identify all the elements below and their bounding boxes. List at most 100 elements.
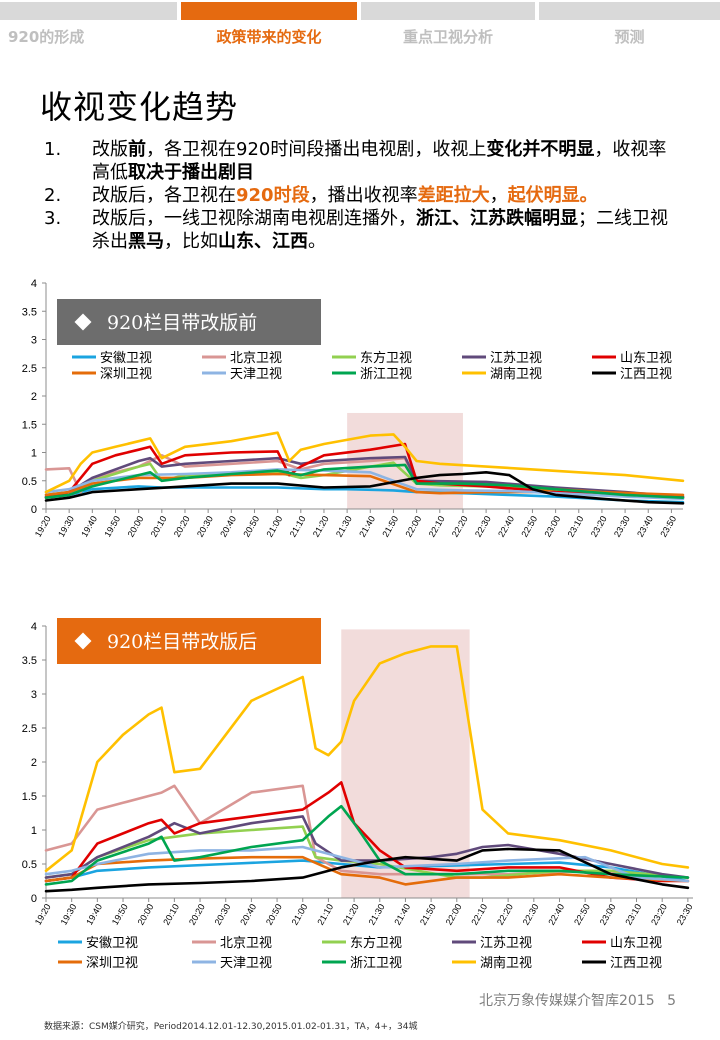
y-tick-label: 1 (31, 448, 37, 460)
x-tick-label: 19:30 (56, 514, 76, 539)
legend-label: 山东卫视 (620, 351, 672, 366)
y-tick-label: 3 (31, 335, 37, 347)
series-line (44, 471, 685, 505)
legend-label: 江西卫视 (620, 367, 672, 382)
key-point-text: 变化并不明显 (486, 139, 595, 160)
tab-label: 920的形成 (8, 28, 85, 46)
series-line (44, 815, 690, 879)
chart-title-box (57, 618, 321, 664)
y-tick-label: 4 (31, 621, 37, 633)
legend-label: 北京卫视 (230, 351, 282, 366)
key-point-text: 差距拉大 (417, 185, 490, 206)
key-point-number: 2. (44, 185, 62, 206)
x-tick-label: 20:10 (161, 902, 181, 927)
x-tick-label: 23:50 (658, 514, 678, 539)
series-line (44, 781, 690, 883)
x-tick-label: 23:40 (635, 514, 655, 539)
x-tick-label: 23:30 (675, 902, 695, 927)
chart-title: 920栏目带改版前 (107, 312, 257, 334)
x-tick-label: 20:00 (136, 902, 156, 927)
key-point-text: ，比如 (164, 231, 218, 252)
legend-label: 安徽卫视 (86, 936, 138, 951)
legend-label: 天津卫视 (230, 367, 282, 382)
tab-policy-changes[interactable]: 政策带来的变化 (181, 2, 357, 48)
key-points-list: 1. 改版前，各卫视在920时间段播出电视剧，收视上变化并不明显，收视率高低取决于… (44, 138, 684, 253)
y-tick-label: 2.5 (22, 723, 37, 735)
y-tick-label: 2 (31, 391, 37, 403)
legend-label: 湖南卫视 (490, 366, 542, 382)
legend-label: 江西卫视 (610, 956, 662, 971)
x-tick-label: 23:30 (612, 514, 632, 539)
key-point-text: 起伏明显。 (507, 185, 598, 206)
x-tick-label: 21:40 (392, 902, 412, 927)
tab-key-channel-analysis[interactable]: 重点卫视分析 (361, 2, 535, 48)
page-title: 收视变化趋势 (40, 88, 239, 126)
x-tick-label: 22:50 (572, 902, 592, 927)
x-tick-label: 21:30 (334, 514, 354, 539)
legend-label: 浙江卫视 (360, 367, 412, 382)
key-point-text: 浙江、江苏跌幅明显 (416, 208, 578, 229)
x-tick-label: 19:50 (110, 902, 130, 927)
tab-formation[interactable]: 920的形成 (0, 2, 177, 48)
series-line (44, 645, 690, 873)
key-point-text: ，收视率高低 (92, 139, 667, 183)
x-tick-label: 22:20 (450, 514, 470, 539)
x-tick-label: 20:00 (126, 514, 146, 539)
x-tick-label: 21:50 (380, 514, 400, 539)
key-point: 1. 改版前，各卫视在920时间段播出电视剧，收视上变化并不明显，收视率高低取决于… (44, 138, 684, 184)
legend-label: 江苏卫视 (490, 350, 542, 366)
x-tick-label: 21:30 (367, 902, 387, 927)
key-point-text: ；二线卫视杀出 (92, 208, 668, 252)
series-line (44, 804, 690, 886)
x-tick-label: 23:10 (566, 514, 586, 539)
y-tick-label: 4 (31, 278, 37, 290)
legend-label: 深圳卫视 (100, 367, 152, 382)
key-point-text: 改版 (92, 139, 128, 160)
key-point-text: 黑马 (128, 231, 164, 252)
x-tick-label: 21:50 (418, 902, 438, 927)
y-tick-label: 3.5 (22, 655, 37, 667)
chart-title: 920栏目带改版后 (107, 631, 257, 653)
x-tick-label: 21:20 (341, 902, 361, 927)
x-tick-label: 20:30 (213, 902, 233, 927)
x-tick-label: 23:00 (598, 902, 618, 927)
tab-label: 政策带来的变化 (216, 28, 322, 46)
tab-forecast[interactable]: 预测 (539, 2, 720, 48)
x-tick-label: 22:10 (469, 902, 489, 927)
legend-label: 天津卫视 (220, 956, 272, 971)
section-tab-bar: 920的形成 政策带来的变化 重点卫视分析 预测 (0, 0, 720, 50)
legend-label: 湖南卫视 (480, 955, 532, 971)
key-point-text: 。 (308, 231, 326, 252)
series-line (44, 859, 690, 883)
key-point-text: 山东、江西 (218, 231, 308, 252)
x-tick-label: 22:30 (473, 514, 493, 539)
x-tick-label: 23:10 (623, 902, 643, 927)
x-tick-label: 20:30 (195, 514, 215, 539)
x-tick-label: 23:00 (542, 514, 562, 539)
series-line (44, 485, 685, 504)
x-tick-label: 22:00 (444, 902, 464, 927)
series-line (44, 855, 690, 886)
key-point-text: ， (489, 185, 508, 206)
legend-label: 山东卫视 (610, 936, 662, 951)
x-tick-label: 20:20 (187, 902, 207, 927)
diamond-icon (74, 632, 92, 650)
y-tick-label: 0 (31, 893, 37, 905)
series-line (44, 431, 685, 494)
x-tick-label: 21:00 (290, 902, 310, 927)
x-tick-label: 22:00 (403, 514, 423, 539)
key-point-text: 前 (128, 139, 146, 160)
key-point: 3. 改版后，一线卫视除湖南电视剧连播外，浙江、江苏跌幅明显；二线卫视杀出黑马，比… (44, 207, 684, 253)
key-point-number: 3. (44, 208, 62, 229)
key-point-text: 改版后，一线卫视除湖南电视剧连播外， (92, 208, 416, 229)
highlight-band (341, 629, 470, 898)
tab-label: 预测 (614, 28, 645, 46)
x-tick-label: 19:50 (102, 514, 122, 539)
x-tick-label: 20:10 (149, 514, 169, 539)
key-point-text: 920时段 (236, 185, 310, 206)
y-tick-label: 3.5 (22, 306, 37, 318)
x-tick-label: 21:20 (311, 514, 331, 539)
y-tick-label: 1 (31, 825, 37, 837)
y-tick-label: 0 (31, 504, 37, 516)
series-line (44, 825, 690, 879)
